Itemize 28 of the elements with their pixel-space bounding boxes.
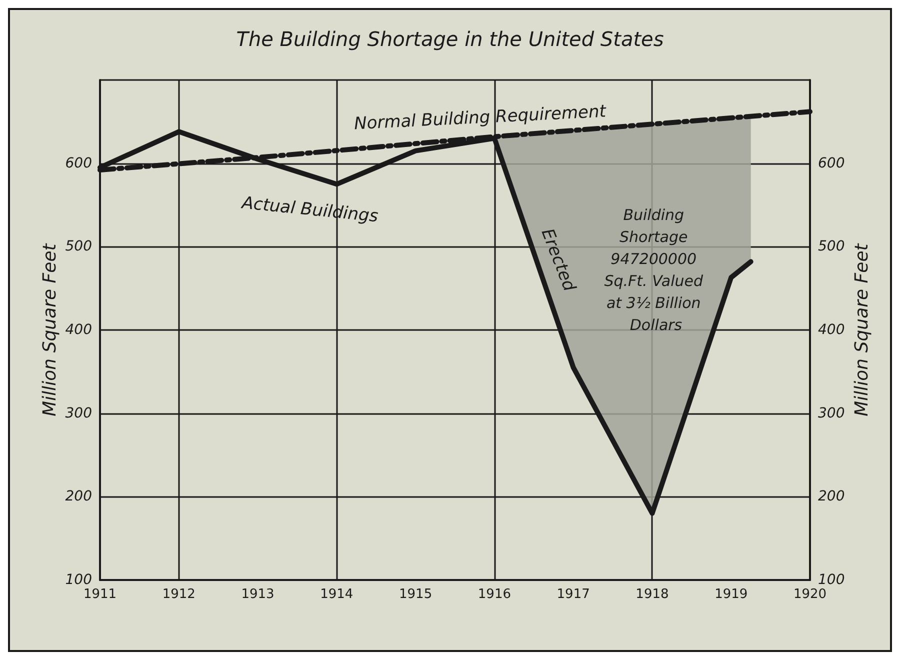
- y-tick-label: 600: [65, 155, 92, 172]
- x-tick-label: 1914: [320, 587, 354, 602]
- x-tick-label: 1920: [793, 587, 827, 602]
- y-tick-label: 300: [65, 405, 92, 422]
- annotation: Normal Building Requirement: [354, 102, 608, 134]
- y2-tick-label: 100: [818, 572, 845, 588]
- y-tick-label: 400: [65, 322, 92, 338]
- y-axis-title: Million Square Feet: [40, 242, 60, 416]
- y-tick-label: 200: [65, 488, 92, 505]
- x-tick-label: 1916: [478, 587, 511, 602]
- y2-axis-title: Million Square Feet: [852, 242, 872, 416]
- x-tick-label: 1915: [399, 587, 432, 602]
- x-tick-label: 1919: [714, 587, 748, 602]
- y-tick-label: 100: [65, 572, 92, 588]
- y2-tick-label: 400: [818, 322, 845, 338]
- y2-tick-label: 500: [818, 238, 845, 255]
- x-tick-label: 1912: [162, 587, 196, 602]
- y2-tick-label: 200: [818, 488, 845, 505]
- chart-title: The Building Shortage in the United States: [236, 27, 664, 51]
- x-tick-label: 1918: [636, 587, 669, 602]
- annotation: Actual Buildings: [240, 193, 380, 227]
- y2-tick-label: 600: [818, 155, 845, 172]
- x-tick-label: 1911: [83, 587, 117, 602]
- y2-tick-label: 300: [818, 405, 845, 422]
- x-tick-label: 1917: [556, 587, 590, 602]
- y-tick-label: 500: [65, 238, 92, 255]
- x-tick-label: 1913: [241, 587, 274, 602]
- annotation: Building Shortage 947200000 Sq.Ft. Valued at 3½ Billion Dollars: [604, 206, 708, 334]
